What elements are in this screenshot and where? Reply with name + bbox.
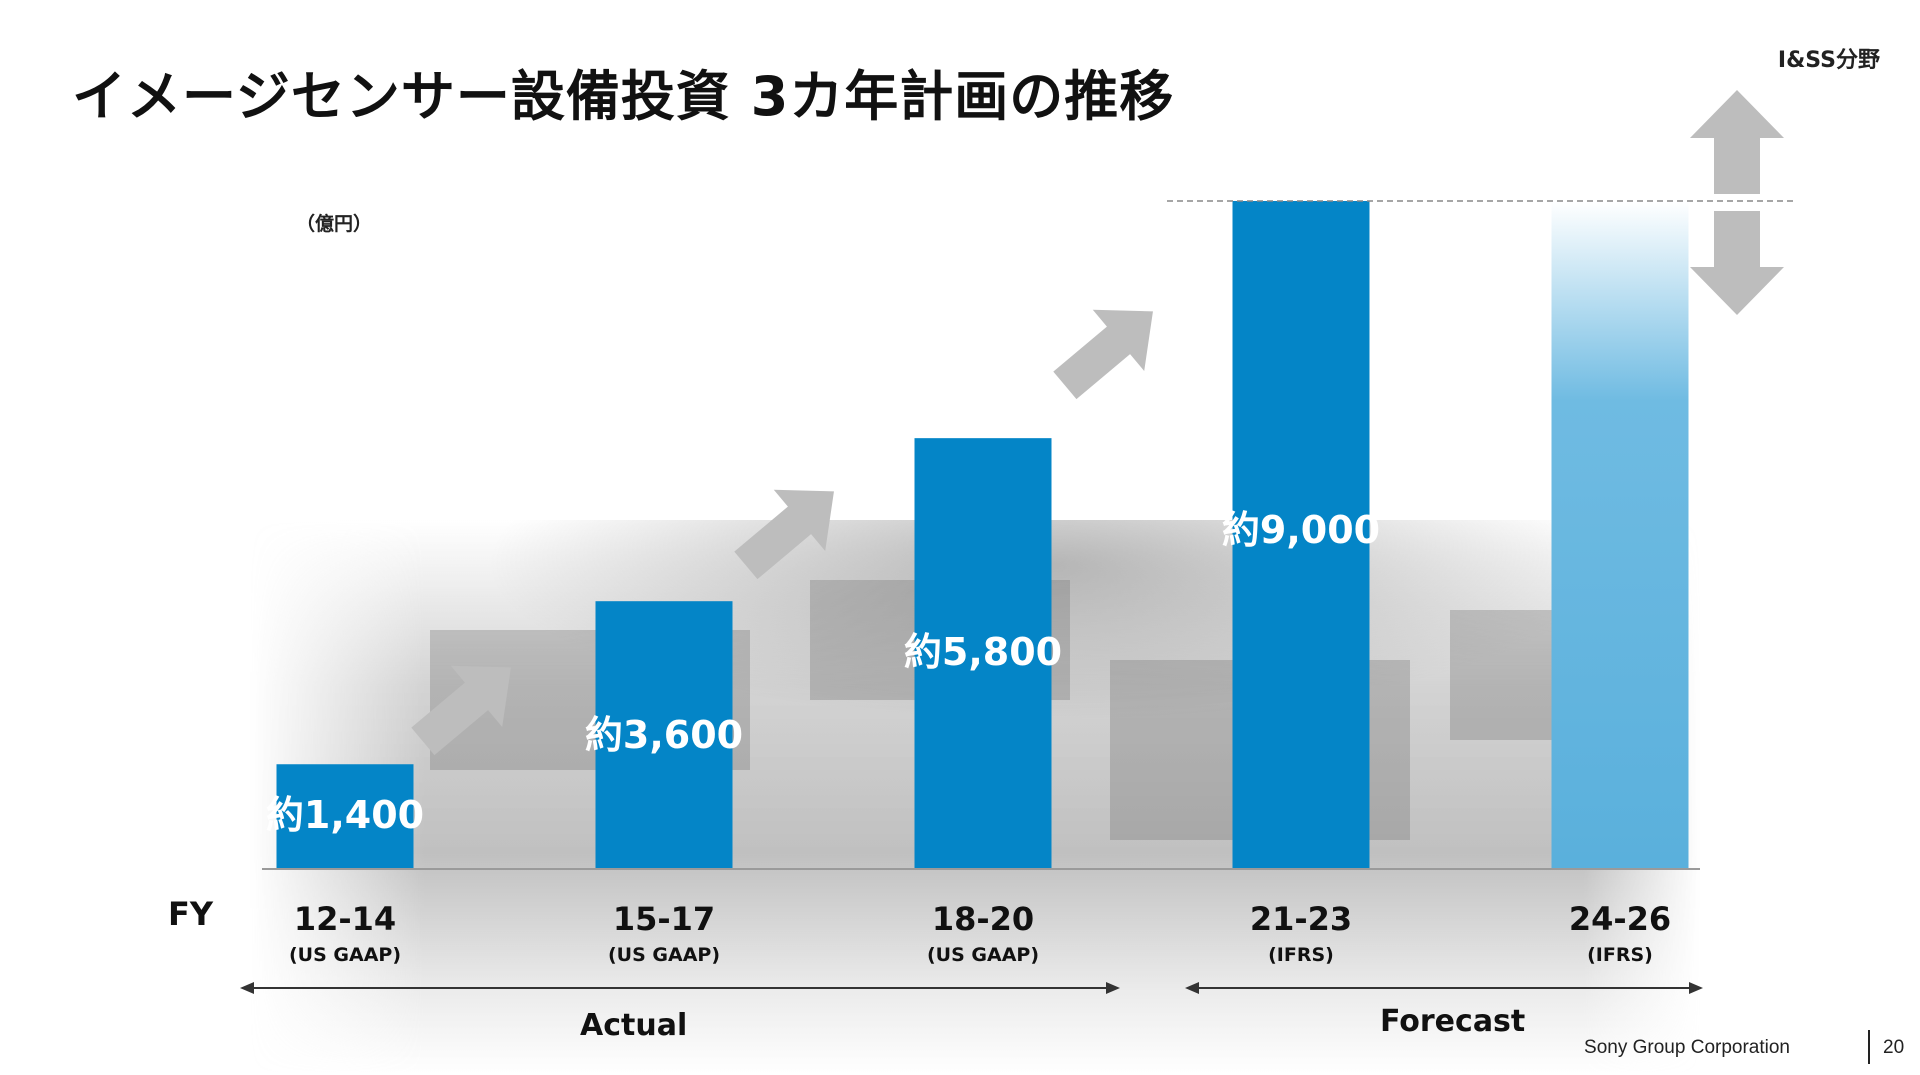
unit-label: （億円） [296,213,373,235]
footer-company: Sony Group Corporation [1584,1037,1790,1058]
x-tick-label: 18-20 [932,900,1034,938]
growth-arrow-icon [411,665,511,756]
x-tick-sublabel: (US GAAP) [927,944,1039,966]
x-tick-label: 15-17 [613,900,715,938]
growth-arrow-icon [1053,309,1153,400]
segment-label: I&SS分野 [1777,48,1880,73]
forecast-range-arrow-right-head [1689,982,1703,994]
bar-value-label: 約9,000 [1222,508,1380,552]
x-tick-sublabel: (IFRS) [1587,944,1653,966]
period-label-forecast: Forecast [1380,1004,1526,1039]
x-tick-label: 12-14 [294,900,396,938]
bar-21-23 [1232,201,1370,868]
bar-12-14 [276,764,414,868]
arrow-up-icon [1690,90,1784,194]
period-label-actual: Actual [580,1008,688,1043]
growth-arrow-icon [734,489,834,580]
bar-value-label: 約1,400 [266,793,424,837]
x-tick-label: 24-26 [1569,900,1671,938]
actual-range-arrow-left-head [240,982,254,994]
x-tick-sublabel: (IFRS) [1268,944,1334,966]
page-title: イメージセンサー設備投資 3カ年計画の推移 [72,65,1175,128]
bar-24-26 [1551,201,1689,868]
fy-axis-label: FY [168,895,214,933]
bar-value-label: 約3,600 [585,713,743,757]
forecast-range-arrow-left-head [1185,982,1199,994]
page-number: 20 [1883,1037,1905,1058]
x-tick-sublabel: (US GAAP) [289,944,401,966]
actual-range-arrow-right-head [1106,982,1120,994]
arrow-down-icon [1690,211,1784,315]
bar-value-label: 約5,800 [904,630,1062,674]
x-tick-label: 21-23 [1250,900,1352,938]
bar-15-17 [595,601,733,868]
bar-18-20 [914,438,1052,868]
x-tick-sublabel: (US GAAP) [608,944,720,966]
footer-divider [1868,1030,1870,1064]
